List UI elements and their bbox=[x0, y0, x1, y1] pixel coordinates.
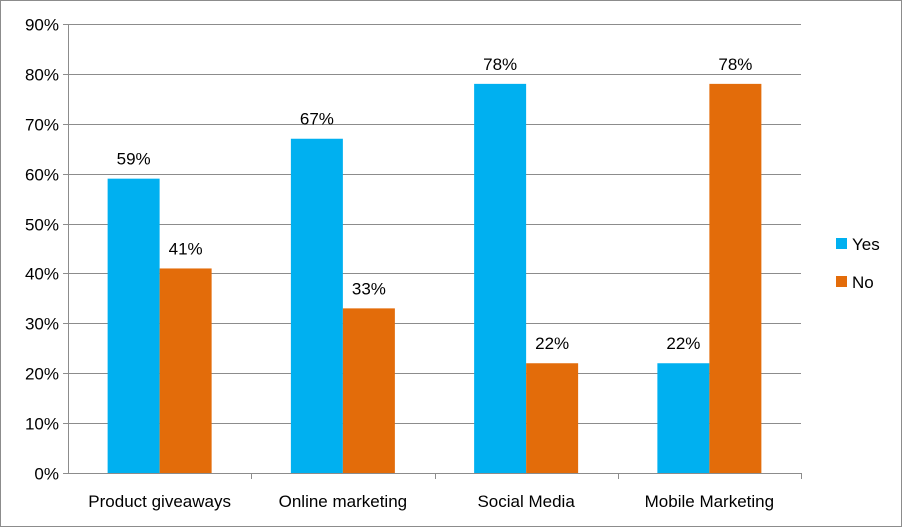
data-label: 22% bbox=[535, 334, 569, 353]
y-tick-label: 60% bbox=[25, 166, 59, 185]
y-tick-label: 50% bbox=[25, 216, 59, 235]
y-tick-label: 90% bbox=[25, 16, 59, 35]
y-axis-ticks: 0% 10% 20% 30% 40% 50% 60% 70% 80% 90% bbox=[25, 16, 68, 484]
bars bbox=[107, 83, 762, 473]
y-tick-label: 70% bbox=[25, 116, 59, 135]
legend-swatch-yes bbox=[836, 238, 847, 249]
y-tick-label: 80% bbox=[25, 66, 59, 85]
bar-no-2 bbox=[526, 363, 579, 473]
bar-no-3 bbox=[709, 83, 762, 473]
y-tick-label: 40% bbox=[25, 265, 59, 284]
x-category-label: Social Media bbox=[477, 492, 575, 511]
data-labels: 59% 41% 67% 33% 78% 22% 22% 78% bbox=[117, 55, 753, 353]
legend-label-yes: Yes bbox=[852, 235, 880, 254]
data-label: 59% bbox=[117, 150, 151, 169]
legend: Yes No bbox=[836, 235, 880, 292]
x-category-label: Mobile Marketing bbox=[645, 492, 774, 511]
y-tick-label: 30% bbox=[25, 315, 59, 334]
data-label: 41% bbox=[169, 239, 203, 258]
axes bbox=[68, 24, 802, 479]
bar-yes-3 bbox=[657, 363, 710, 473]
data-label: 67% bbox=[300, 110, 334, 129]
bar-yes-1 bbox=[290, 138, 343, 473]
x-category-label: Online marketing bbox=[279, 492, 408, 511]
bar-yes-0 bbox=[107, 178, 160, 473]
data-label: 78% bbox=[483, 55, 517, 74]
data-label: 22% bbox=[666, 334, 700, 353]
x-category-label: Product giveaways bbox=[88, 492, 231, 511]
category-labels: Product giveaways Online marketing Social … bbox=[88, 492, 774, 511]
legend-swatch-no bbox=[836, 276, 847, 287]
y-tick-label: 10% bbox=[25, 415, 59, 434]
bar-no-0 bbox=[159, 268, 212, 473]
data-label: 33% bbox=[352, 279, 386, 298]
y-tick-label: 20% bbox=[25, 365, 59, 384]
y-tick-label: 0% bbox=[34, 465, 59, 484]
legend-label-no: No bbox=[852, 273, 874, 292]
data-label: 78% bbox=[718, 55, 752, 74]
bar-no-1 bbox=[342, 308, 395, 473]
bar-yes-2 bbox=[474, 83, 527, 473]
